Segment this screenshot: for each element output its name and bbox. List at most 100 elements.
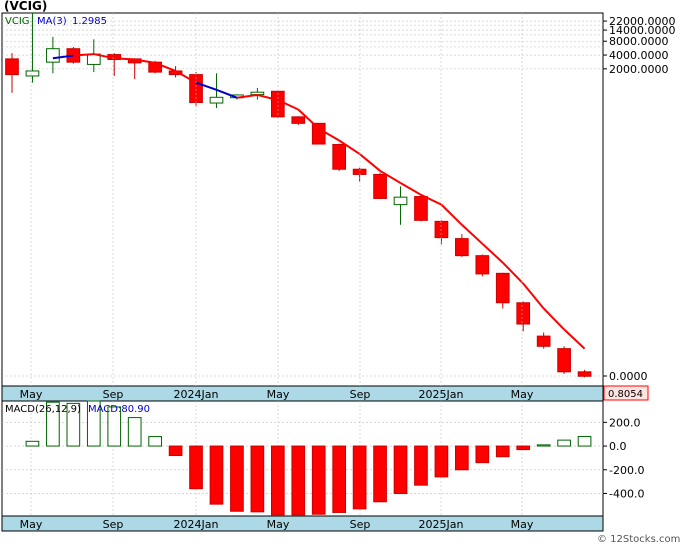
ma-segment [236,93,258,99]
macd-tick-label: -200.0 [609,464,644,477]
macd-x-axis-band [1,515,604,532]
candle-body [475,255,490,275]
macd-bar [475,445,490,464]
price-x-tick-label: May [20,388,43,401]
candle-body [393,196,408,206]
macd-bar [66,402,81,447]
macd-bar [25,440,40,447]
ma-segment [358,153,381,172]
price-tick-label: 22000.0000 [609,15,675,28]
ma-segment [93,53,115,60]
price-x-axis: May Sep 2024Jan May Sep 2025Jan May [20,13,534,401]
price-panel-frame [1,12,604,387]
candle-body [291,116,306,124]
price-tick-label: 8000.0000 [609,35,669,48]
macd-legend-label: MACD(26,12,9) [5,404,81,415]
macd-x-tick-label: Sep [350,518,371,531]
ma-segment [257,93,279,101]
macd-x-tick-label: May [20,518,43,531]
macd-bar [536,444,551,447]
macd-bar [495,445,510,458]
macd-bar [168,445,183,457]
macd-x-tick-label: 2025Jan [419,518,464,531]
candle-body [455,238,469,257]
candle-body [516,302,531,325]
macd-bar [414,445,428,486]
ma-segment [134,58,156,64]
price-tick-label: 4000.0000 [609,49,669,62]
legend-ma-value: 1.2985 [72,16,107,27]
candle-body [209,96,224,104]
last-value-label: 0.8054 [608,389,643,400]
macd-bar [270,445,285,516]
ma-segment [277,99,299,111]
chart-title: (VCIG) [4,0,47,13]
price-tick-label: 14000.0000 [609,24,675,37]
macd-bar [455,445,469,471]
ma-segment [318,127,340,142]
candle-body [414,196,428,221]
macd-x-axis: May Sep 2024Jan May Sep 2025Jan May [20,518,534,531]
price-tick-label: 2000.0000 [609,63,669,76]
ma-segment [195,81,217,91]
macd-bar [189,445,203,490]
ma-segment [216,88,238,99]
macd-bar [148,436,162,447]
candle-body [352,168,367,175]
candle-body [536,335,551,347]
ma-segment [563,328,586,350]
price-gridlines [2,20,603,377]
ma-segment [154,61,176,72]
ma-segment [440,203,463,226]
price-tick-label: 0.0000 [609,370,648,383]
candle-body [250,91,265,96]
candle-body [46,48,60,63]
price-x-tick-label: May [511,388,534,401]
macd-bar [209,445,224,505]
macd-x-tick-label: May [511,518,534,531]
macd-bar [434,445,449,478]
macd-bar [107,406,122,447]
legend-symbol: VCIG [5,16,30,27]
macd-legend: MACD(26,12,9) MACD:80.90 [5,404,150,415]
ma-segment [481,242,504,264]
ma-segment [297,108,320,130]
legend-ma-label: MA(3) [37,16,67,27]
macd-bar [291,445,306,516]
macd-bar [332,445,347,513]
candle-body [332,143,347,170]
macd-bar [311,445,326,515]
ma-segment [175,70,197,84]
macd-y-axis: 200.0 0.0 -200.0 -400.0 [603,416,644,500]
macd-bar [577,435,592,447]
candle-body [373,173,387,199]
watermark: © 12Stocks.com [597,534,680,545]
macd-bar [373,445,387,503]
candle-body [434,220,449,239]
price-x-tick-label: Sep [350,388,371,401]
macd-bar [557,439,571,447]
candle-body [270,90,285,118]
ma-segment [461,224,483,245]
candle-body [5,58,19,76]
last-value-box [603,385,649,401]
candle-body [495,272,510,304]
candle-body [577,371,592,377]
macd-bar [127,417,142,447]
ma-segment [420,193,442,206]
ma-segment [338,139,361,155]
ma-segment [114,57,135,61]
ma-segment [379,169,402,184]
candle-body [25,70,40,77]
macd-bar [250,445,265,513]
macd-x-tick-label: May [267,518,290,531]
candle-body [311,122,326,145]
moving-average-line [52,53,586,350]
ma-segment [502,261,524,285]
ma-segment [522,282,545,310]
last-value-marker: 0.8054 [603,385,649,401]
macd-bar [352,445,367,510]
price-x-tick-label: May [267,388,290,401]
ma-segment [73,53,94,57]
candle-body [557,348,571,373]
